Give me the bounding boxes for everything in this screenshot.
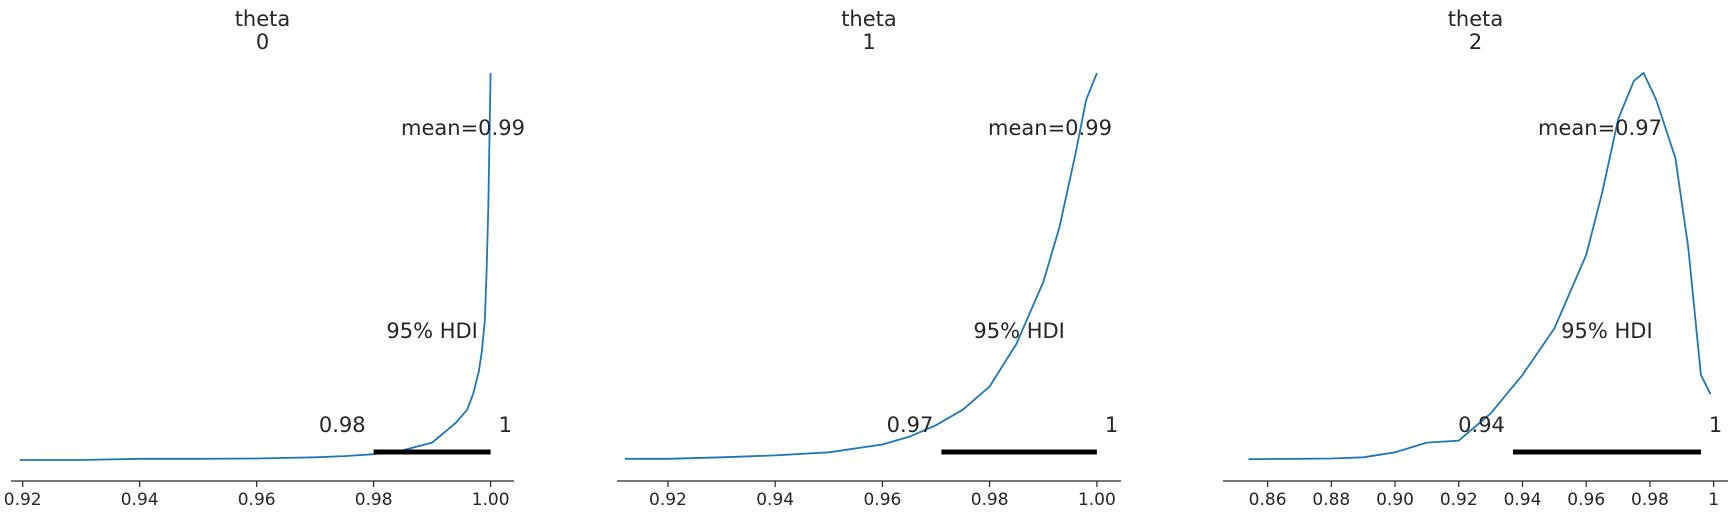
hdi-high-label: 1: [1709, 413, 1722, 437]
hdi-low-label: 0.94: [1458, 413, 1505, 437]
panel-title: theta: [235, 7, 291, 31]
x-tick-label: 0.88: [1312, 490, 1350, 510]
mean-label: mean=0.99: [401, 116, 525, 140]
x-tick-label: 0.90: [1376, 490, 1414, 510]
x-tick-label: 0.92: [649, 490, 687, 510]
hdi-caption: 95% HDI: [1561, 319, 1653, 343]
hdi-caption: 95% HDI: [386, 319, 478, 343]
panel-subtitle: 1: [862, 30, 875, 54]
x-tick-label: 0.86: [1249, 490, 1287, 510]
x-tick-label: 0.92: [4, 490, 42, 510]
x-tick-label: 1.00: [1078, 490, 1116, 510]
x-tick-label: 0.96: [863, 490, 901, 510]
x-tick-label: 0.94: [756, 490, 794, 510]
mean-label: mean=0.99: [988, 116, 1112, 140]
hdi-caption: 95% HDI: [973, 319, 1065, 343]
x-tick-label: 1.00: [472, 490, 510, 510]
hdi-high-label: 1: [499, 413, 512, 437]
x-tick-label: 0.98: [971, 490, 1009, 510]
x-tick-label: 0.98: [355, 490, 393, 510]
x-tick-label: 1: [1708, 490, 1719, 510]
density-line: [625, 72, 1098, 460]
hdi-high-label: 1: [1105, 413, 1118, 437]
hdi-low-label: 0.98: [319, 413, 366, 437]
panel-title: theta: [1448, 7, 1504, 31]
x-tick-label: 0.96: [238, 490, 276, 510]
panel-title: theta: [841, 7, 897, 31]
hdi-low-label: 0.97: [887, 413, 934, 437]
x-tick-label: 0.94: [1504, 490, 1542, 510]
x-tick-label: 0.92: [1440, 490, 1478, 510]
panel-subtitle: 0: [256, 30, 269, 54]
panel-subtitle: 2: [1469, 30, 1482, 54]
density-line: [19, 72, 492, 461]
x-tick-label: 0.98: [1631, 490, 1669, 510]
x-tick-label: 0.96: [1567, 490, 1605, 510]
density-line: [1248, 72, 1712, 461]
mean-label: mean=0.97: [1538, 116, 1662, 140]
x-tick-label: 0.94: [121, 490, 159, 510]
